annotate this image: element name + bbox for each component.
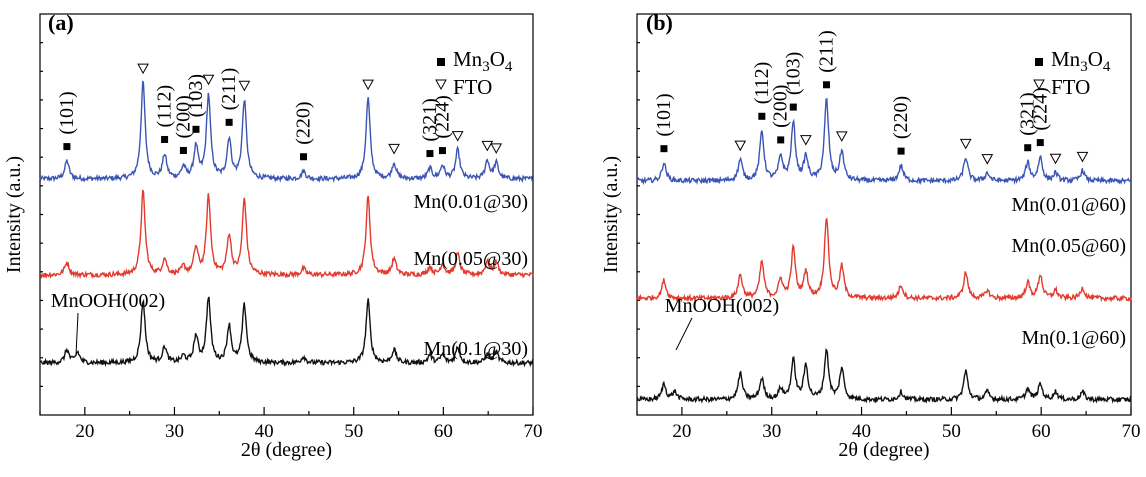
peak-index-label: (112) [751,62,773,105]
mn3o4-marker [179,146,187,154]
peak-index-label: (103) [185,74,207,117]
x-axis-title: 2θ (degree) [838,439,929,461]
panel-letter: (b) [646,10,673,35]
series-line [39,296,534,368]
mn3o4-marker [63,143,71,151]
series-label: Mn(0.01@30) [413,191,528,213]
fto-marker [238,80,251,92]
fto-marker [959,138,972,150]
mn3o4-marker [777,136,785,144]
mn3o4-marker [897,147,905,155]
legend-square-icon [1035,58,1043,66]
series-label: Mn(0.05@30) [413,248,528,270]
x-tick-label: 40 [852,421,871,442]
peak-index-label: (224) [1029,87,1051,130]
mn3o4-marker [161,135,169,143]
panel-a: (a) 20 30 40 50 60 70 2θ (degree) Intensity (a.u… [3,10,543,461]
legend-triangle-icon [435,79,447,91]
fto-marker [202,74,215,86]
peak-index-label: (112) [154,85,176,128]
peak-index-label: (321) [419,98,441,141]
mn3o4-marker [1036,139,1044,147]
x-tick-label: 30 [762,421,781,442]
legend-square-icon [437,58,445,66]
mn3o4-marker [1024,144,1032,152]
panel-b: (b) 20 30 40 50 60 70 2θ (degree) Intensity (a.u… [600,10,1141,461]
fto-marker [835,131,848,142]
fto-marker [734,140,747,152]
x-tick-label: 20 [75,421,94,442]
x-tick-label: 20 [672,421,691,442]
x-tick-label: 30 [165,421,184,442]
peak-index-label: (220) [293,101,315,144]
x-tick-label: 70 [524,421,543,442]
panel-letter: (a) [48,10,74,35]
peak-index-label: (200) [172,95,194,138]
y-axis-title: Intensity (a.u.) [3,156,25,273]
series-line [636,97,1132,186]
x-axis-title: 2θ (degree) [241,439,332,461]
peak-index-label: (224) [431,95,453,138]
legend-mn3o4: Mn3O4 [453,47,513,75]
peak-index-label: (211) [816,30,838,73]
peak-index-label: (321) [1017,92,1039,135]
peak-index-label: (103) [782,52,804,95]
fto-marker [800,135,812,146]
x-tick-label: 60 [1032,421,1051,442]
peak-index-label: (220) [890,96,912,139]
series-label: Mn(0.1@30) [423,338,528,360]
x-tick-label: 40 [255,421,274,442]
peak-index-label: (101) [653,93,675,136]
mn3o4-marker [225,118,233,126]
annotation-arrow [75,312,79,356]
fto-marker [451,131,464,142]
series-line [39,80,533,184]
series-label: Mn(0.1@60) [1021,327,1126,349]
x-tick-label: 50 [942,421,961,442]
series-line [39,189,534,280]
fto-marker [1049,153,1062,165]
peak-index-label: (101) [56,91,78,134]
mnooh-annotation: MnOOH(002) [51,290,165,312]
mn3o4-marker [426,150,434,158]
mn3o4-marker [660,145,668,153]
legend-fto: FTO [1051,75,1090,99]
mn3o4-marker [438,147,446,155]
fto-marker [388,143,400,155]
fto-marker [481,140,494,152]
series-label: Mn(0.05@60) [1011,235,1126,257]
fto-marker [981,154,994,165]
mn3o4-marker [192,125,200,133]
x-tick-label: 60 [434,421,453,442]
legend-mn3o4: Mn3O4 [1051,47,1111,75]
fto-marker [490,143,503,154]
y-axis-title: Intensity (a.u.) [600,156,622,273]
legend-fto: FTO [453,75,492,99]
series-line [636,348,1132,404]
mn3o4-marker [789,103,797,111]
mn3o4-marker [823,81,831,89]
peak-index-label: (200) [770,85,792,128]
fto-marker [362,79,374,91]
fto-marker [137,63,149,75]
series-line [636,217,1132,303]
mn3o4-marker [758,112,766,120]
mnooh-annotation: MnOOH(002) [665,295,779,317]
annotation-arrow [675,317,693,351]
x-tick-label: 50 [344,421,363,442]
series-label: Mn(0.01@60) [1011,194,1126,216]
fto-marker [1076,151,1089,163]
legend-triangle-icon [1033,79,1045,91]
x-tick-label: 70 [1122,421,1141,442]
mn3o4-marker [300,153,308,161]
peak-index-label: (211) [218,68,240,111]
